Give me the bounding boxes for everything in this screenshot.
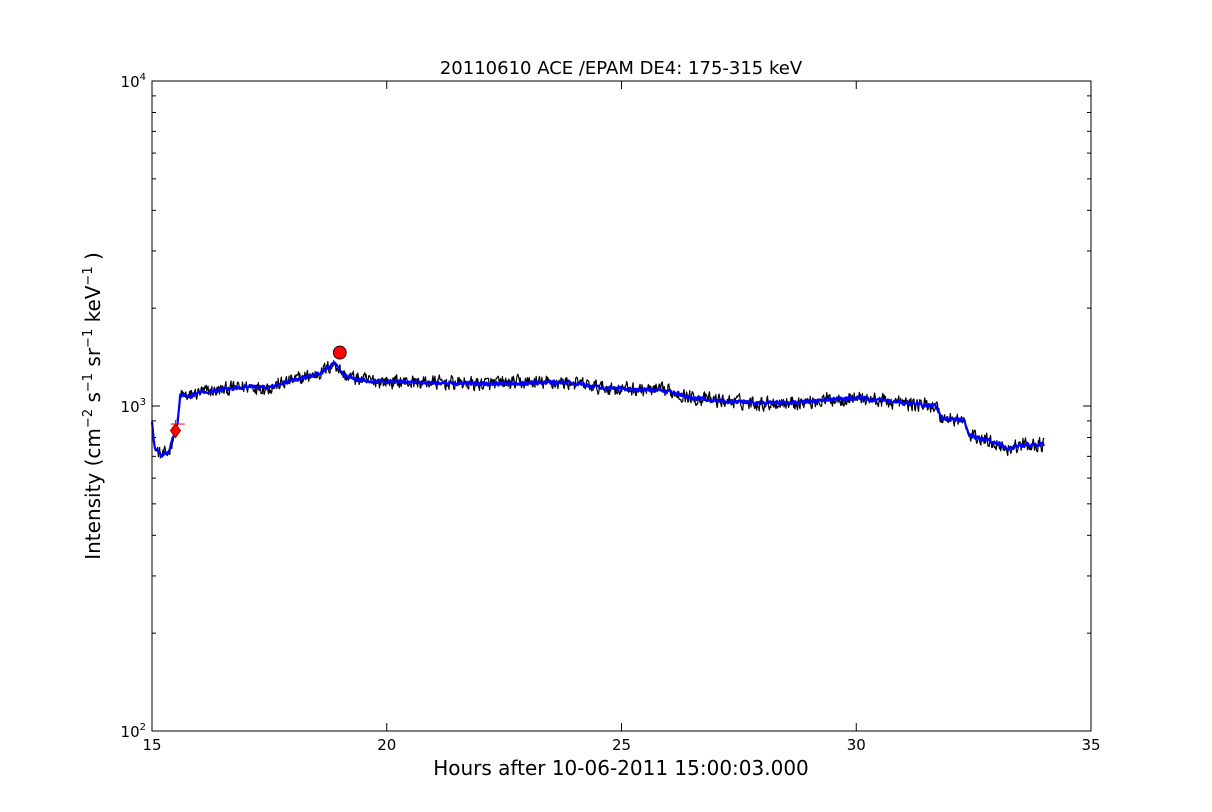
x-tick-label: 20 bbox=[377, 736, 396, 754]
y-tick-label: 103 bbox=[121, 397, 146, 416]
y-axis-label-exp1: −2 bbox=[81, 409, 96, 428]
y-axis-label-exp3: −1 bbox=[81, 329, 96, 348]
x-axis-label: Hours after 10-06-2011 15:00:03.000 bbox=[433, 756, 809, 780]
y-axis-label-exp4: −1 bbox=[81, 266, 96, 285]
tick-layer: 15 20 25 30 35 102 103 104 bbox=[121, 72, 1101, 754]
chart-title: 20110610 ACE /EPAM DE4: 175-315 keV bbox=[440, 58, 803, 79]
y-axis-label-mid1: s bbox=[81, 392, 105, 409]
onset-marker bbox=[169, 422, 182, 439]
marker-layer bbox=[169, 345, 347, 439]
y-axis-label-suffix: ) bbox=[81, 252, 105, 266]
y-axis-label: Intensity (cm−2 s−1 sr−1 keV−1 ) bbox=[81, 252, 105, 560]
y-tick-label: 104 bbox=[121, 72, 146, 91]
data-layer bbox=[150, 360, 1045, 459]
x-tick-label: 25 bbox=[612, 736, 631, 754]
y-axis-label-prefix: Intensity (cm bbox=[81, 428, 105, 560]
y-tick-label: 102 bbox=[121, 722, 146, 741]
series-line-raw bbox=[151, 360, 1045, 459]
x-tick-label: 30 bbox=[847, 736, 866, 754]
x-tick-label: 35 bbox=[1081, 736, 1100, 754]
x-tick-label: 15 bbox=[142, 736, 161, 754]
series-line-smoothed bbox=[150, 361, 1045, 458]
y-axis-label-mid2: sr bbox=[81, 347, 105, 373]
y-axis-label-exp2: −1 bbox=[81, 373, 96, 392]
peak-marker bbox=[332, 345, 347, 360]
y-axis-label-mid3: keV bbox=[81, 285, 105, 329]
